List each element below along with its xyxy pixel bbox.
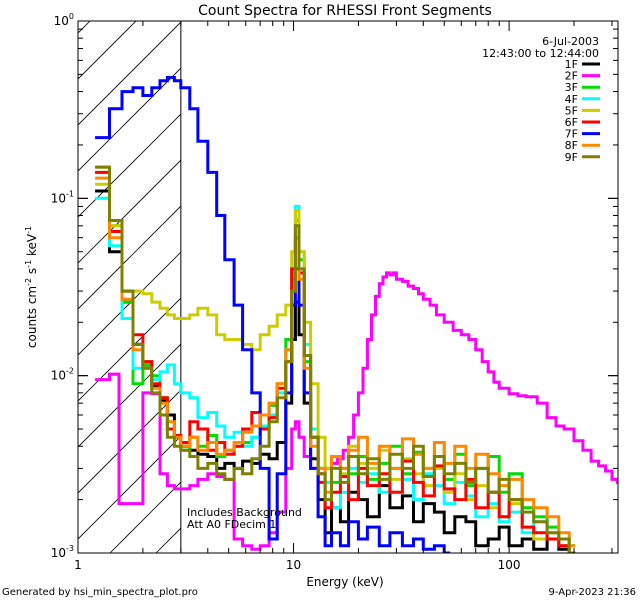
hatch-line [78, 435, 181, 540]
y-label-part: s [25, 268, 39, 278]
y-axis: 100 10-1 10-2 10-3 [51, 12, 618, 560]
y-tick-label: 10-3 [51, 544, 74, 560]
series-2F-line [95, 271, 618, 551]
y-label-exp: -1 [24, 260, 33, 268]
series-7F-line [95, 76, 451, 553]
legend-label: 5F [565, 104, 578, 117]
legend-label: 6F [565, 116, 578, 129]
hatch-line [78, 113, 181, 218]
hatch-line [78, 159, 181, 264]
legend-label: 1F [565, 58, 578, 71]
x-axis: 1 10 100 [74, 21, 613, 572]
y-axis-label: counts cm-2 s-1 keV-1 [24, 226, 39, 348]
chart-title: Count Spectra for RHESSI Front Segments [198, 3, 492, 19]
hatch-line [78, 251, 181, 356]
hatch-line [78, 21, 181, 126]
series-3F-line [95, 165, 576, 548]
x-tick-label: 1 [74, 558, 82, 572]
series-4F-line [95, 196, 576, 553]
series-5F-line [95, 182, 576, 553]
x-tick-label: 10 [286, 558, 301, 572]
y-label-part: counts cm [25, 286, 39, 348]
y-label-exp: -2 [24, 278, 33, 286]
footer-timestamp: 9-Apr-2023 21:36 [549, 587, 636, 598]
series-9F-line [95, 165, 576, 553]
legend-label: 8F [565, 139, 578, 152]
legend-label: 3F [565, 81, 578, 94]
series-layer [95, 76, 618, 553]
annotation-background: Includes Background [187, 506, 302, 519]
series-8F-line [95, 176, 576, 548]
y-label-part: keV [25, 233, 39, 260]
legend-label: 7F [565, 128, 578, 141]
y-tick-label: 100 [54, 12, 74, 28]
hatch-line [78, 205, 181, 310]
time-range-label: 12:43:00 to 12:44:00 [482, 47, 599, 60]
y-tick-label: 10-1 [51, 189, 74, 205]
legend-label: 9F [565, 151, 578, 164]
legend-label: 4F [565, 93, 578, 106]
legend-label: 2F [565, 70, 578, 83]
footer-generator: Generated by hsi_min_spectra_plot.pro [2, 587, 198, 598]
hatch-line [78, 389, 181, 494]
hatch-line [78, 21, 91, 34]
y-label-exp: -1 [24, 226, 33, 234]
x-tick-label: 100 [498, 558, 521, 572]
plot-frame [77, 20, 619, 554]
x-axis-label: Energy (keV) [306, 575, 383, 589]
y-tick-label: 10-2 [51, 367, 74, 383]
annotation-attenuator: Att A0 FDecim 1 [187, 518, 276, 531]
hatch-line [78, 67, 181, 172]
hatched-region [78, 21, 182, 553]
date-label: 6-Jul-2003 [542, 35, 599, 48]
